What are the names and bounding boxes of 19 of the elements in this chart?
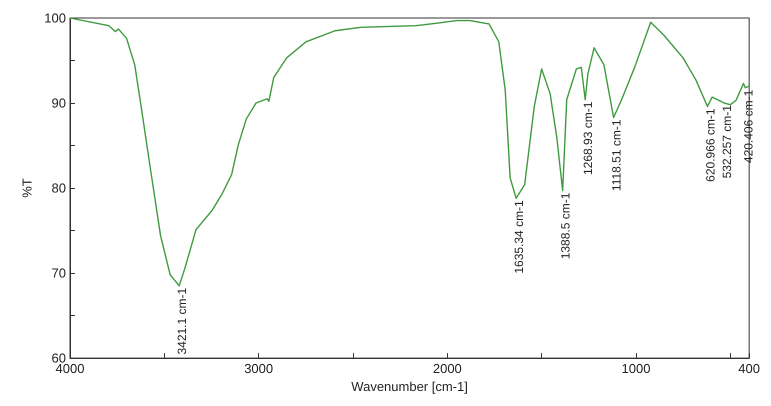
annotation: 420.406 cm-1 xyxy=(741,89,756,164)
x-tick-label: 1000 xyxy=(622,361,650,376)
annotation: 1268.93 cm-1 xyxy=(581,101,596,176)
annotation: 3421.1 cm-1 xyxy=(175,288,190,355)
x-tick-label: 2000 xyxy=(432,361,462,376)
y-tick-label: 100 xyxy=(44,10,66,26)
y-tick-label: 90 xyxy=(52,96,66,111)
x-tick-label: 4000 xyxy=(56,361,84,376)
annotation: 532.257 cm-1 xyxy=(720,104,734,178)
annotation: 1118.51 cm-1 xyxy=(610,119,624,192)
x-tick-label: 400 xyxy=(738,361,760,376)
y-axis-title: %T xyxy=(19,178,34,198)
y-tick-label: 70 xyxy=(52,266,66,281)
annotation: 1635.34 cm-1 xyxy=(512,200,526,274)
annotation: 1388.5 cm-1 xyxy=(558,192,573,260)
annotation: 620.966 cm-1 xyxy=(703,108,718,182)
x-axis-title: Wavenumber [cm-1] xyxy=(351,379,468,394)
y-tick-label: 80 xyxy=(52,180,66,196)
x-tick-label: 3000 xyxy=(244,361,274,376)
